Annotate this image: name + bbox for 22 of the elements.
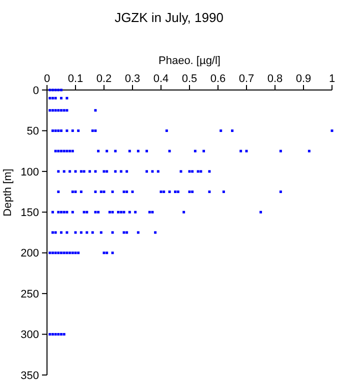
chart-title: JGZK in July, 1990: [114, 10, 224, 25]
y-tick-label: 0: [32, 84, 39, 97]
y-tick-label: 250: [20, 288, 39, 300]
y-tick-label: 50: [26, 126, 39, 138]
y-tick-label: 150: [20, 206, 39, 219]
y-tick-label: 100: [20, 166, 39, 178]
x-tick-label: 0.1: [68, 73, 84, 85]
x-tick-label: 0: [44, 73, 50, 85]
x-tick-label: 0.9: [296, 73, 312, 85]
x-tick-label: 0.7: [238, 73, 254, 85]
x-tick-label: 0.4: [153, 73, 169, 85]
x-tick-label: 0.6: [210, 73, 226, 85]
x-tick-label: 0.5: [182, 73, 198, 85]
x-tick-label: 0.3: [124, 73, 140, 85]
y-tick-label: 200: [20, 248, 39, 260]
y-tick-label: 300: [20, 329, 39, 342]
x-tick-label: 0.2: [96, 73, 112, 85]
x-tick-label: 1: [328, 73, 336, 85]
x-tick-label: 0.8: [267, 73, 283, 85]
x-axis-title: Phaeo. [µg/l]: [158, 55, 220, 67]
y-tick-label: 350: [20, 370, 39, 382]
y-axis-title: Depth [m]: [2, 168, 14, 216]
